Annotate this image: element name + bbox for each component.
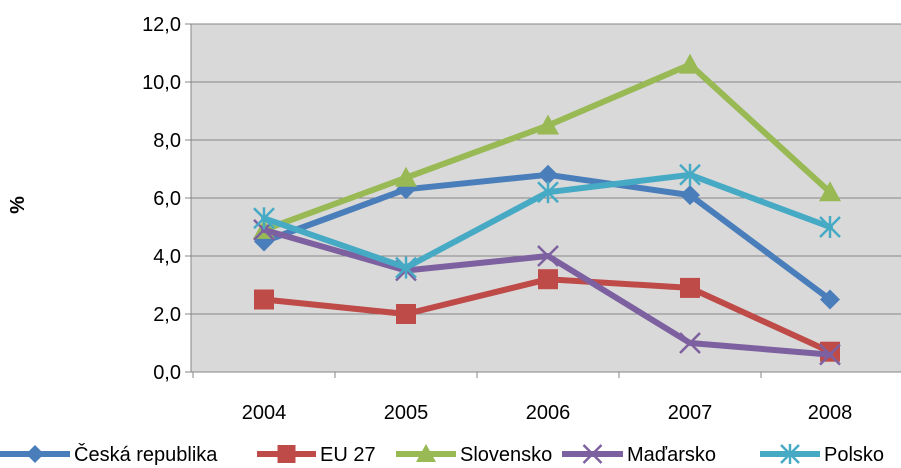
- legend-item: Česká republika: [0, 443, 218, 466]
- diamond-marker: [26, 445, 44, 463]
- triangle-marker: [537, 114, 559, 135]
- y-tick-label: 8,0: [153, 130, 181, 152]
- y-axis-title: %: [7, 196, 29, 214]
- legend-item: Polsko: [760, 444, 884, 466]
- star-marker: [780, 444, 800, 464]
- square-marker: [254, 289, 274, 310]
- diamond-marker: [538, 164, 558, 185]
- star-marker: [679, 163, 701, 186]
- legend-label: EU 27: [320, 444, 376, 466]
- y-tick-label: 6,0: [153, 188, 181, 210]
- x-tick-label: 2004: [242, 402, 287, 424]
- triangle-marker: [679, 53, 701, 74]
- diamond-marker: [820, 289, 840, 310]
- legend-label: Polsko: [824, 444, 884, 466]
- square-marker: [396, 304, 416, 324]
- x-tick-label: 2008: [808, 402, 853, 424]
- y-tick-label: 10,0: [142, 72, 181, 94]
- star-marker: [537, 181, 559, 204]
- star-marker: [253, 207, 275, 230]
- x-marker: [679, 332, 701, 354]
- series-polsko: [253, 163, 841, 279]
- legend-item: Slovensko: [396, 444, 552, 466]
- legend-label: Česká republika: [74, 443, 218, 466]
- square-marker: [538, 269, 558, 290]
- y-tick-label: 2,0: [153, 304, 181, 326]
- x-marker-stroke: [537, 245, 559, 267]
- legend-label: Slovensko: [460, 444, 552, 466]
- triangle-marker: [819, 181, 841, 202]
- y-tick-label: 12,0: [142, 14, 181, 36]
- square-marker: [680, 277, 700, 298]
- y-tick-label: 4,0: [153, 246, 181, 268]
- x-tick-label: 2006: [526, 402, 571, 424]
- star-marker: [819, 216, 841, 238]
- square-marker: [277, 445, 296, 463]
- x-marker-stroke: [819, 343, 841, 366]
- axes: 0,0 2,0 4,0 6,0 8,0 10,0 12,0 2004 2005 2006 2007 2…: [142, 14, 852, 424]
- triangle-marker: [395, 166, 417, 187]
- legend-item: EU 27: [257, 444, 376, 466]
- x-marker: [582, 444, 603, 464]
- x-tick-label: 2007: [668, 402, 713, 424]
- x-tick-label: 2005: [384, 402, 429, 424]
- y-tick-label: 0,0: [153, 362, 181, 384]
- diamond-marker: [680, 185, 700, 206]
- legend-item: Maďarsko: [562, 444, 716, 466]
- x-marker: [537, 245, 559, 267]
- triangle-marker: [416, 444, 436, 462]
- x-marker: [819, 343, 841, 366]
- x-marker-stroke: [582, 444, 603, 464]
- legend: Česká republika EU 27 Slovensko Maďarsko Pol…: [0, 443, 884, 466]
- series-group: [253, 53, 841, 366]
- legend-label: Maďarsko: [627, 444, 716, 466]
- star-marker: [395, 256, 417, 279]
- x-marker-stroke: [679, 332, 701, 354]
